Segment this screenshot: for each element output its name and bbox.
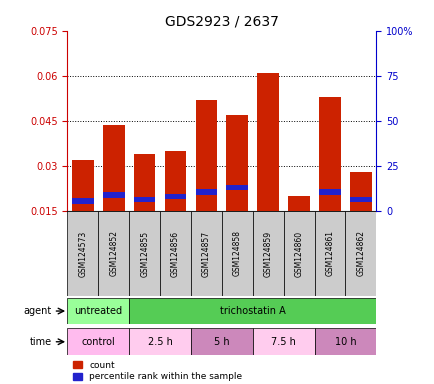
Bar xyxy=(134,197,155,202)
Bar xyxy=(129,211,160,296)
Bar xyxy=(319,97,340,211)
Bar xyxy=(72,160,93,211)
Bar xyxy=(164,151,186,211)
Bar xyxy=(283,211,314,296)
Bar xyxy=(98,211,129,296)
Text: GSM124859: GSM124859 xyxy=(263,230,272,276)
Text: 5 h: 5 h xyxy=(214,337,229,347)
Bar xyxy=(257,73,278,211)
Bar xyxy=(345,211,375,296)
Bar xyxy=(226,185,247,190)
Bar xyxy=(349,172,371,211)
Text: GSM124857: GSM124857 xyxy=(201,230,210,276)
Bar xyxy=(72,198,93,204)
Text: GSM124856: GSM124856 xyxy=(171,230,180,276)
Bar xyxy=(160,211,191,296)
Bar xyxy=(314,328,375,355)
Bar xyxy=(191,328,252,355)
Bar xyxy=(164,194,186,199)
Bar xyxy=(134,154,155,211)
Bar xyxy=(349,197,371,202)
Bar xyxy=(67,328,129,355)
Bar xyxy=(103,126,124,211)
Bar xyxy=(129,298,375,324)
Bar xyxy=(129,328,191,355)
Bar xyxy=(226,115,247,211)
Legend: count, percentile rank within the sample: count, percentile rank within the sample xyxy=(72,360,243,382)
Text: untreated: untreated xyxy=(74,306,122,316)
Bar xyxy=(195,189,217,195)
Text: 7.5 h: 7.5 h xyxy=(270,337,296,347)
Bar xyxy=(191,211,221,296)
Text: 10 h: 10 h xyxy=(334,337,355,347)
Text: agent: agent xyxy=(24,306,52,316)
Text: control: control xyxy=(81,337,115,347)
Bar xyxy=(319,189,340,195)
Bar xyxy=(252,328,314,355)
Title: GDS2923 / 2637: GDS2923 / 2637 xyxy=(164,14,278,28)
Bar xyxy=(67,298,129,324)
Text: GSM124862: GSM124862 xyxy=(355,230,365,276)
Text: time: time xyxy=(30,337,52,347)
Bar xyxy=(288,196,309,211)
Text: GSM124858: GSM124858 xyxy=(232,230,241,276)
Text: GSM124860: GSM124860 xyxy=(294,230,303,276)
Bar xyxy=(221,211,252,296)
Text: GSM124852: GSM124852 xyxy=(109,230,118,276)
Bar xyxy=(67,211,98,296)
Text: trichostatin A: trichostatin A xyxy=(219,306,285,316)
Text: 2.5 h: 2.5 h xyxy=(147,337,172,347)
Bar xyxy=(195,100,217,211)
Bar xyxy=(103,192,124,198)
Bar xyxy=(314,211,345,296)
Text: GSM124573: GSM124573 xyxy=(78,230,87,276)
Bar xyxy=(252,211,283,296)
Text: GSM124861: GSM124861 xyxy=(325,230,334,276)
Text: GSM124855: GSM124855 xyxy=(140,230,149,276)
